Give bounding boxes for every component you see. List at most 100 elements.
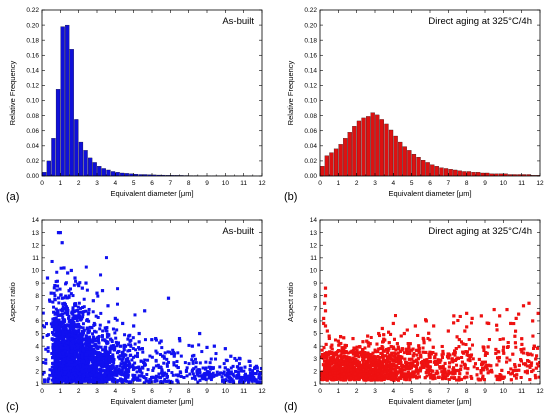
chart-d-point bbox=[369, 356, 373, 360]
chart-c-point bbox=[65, 296, 69, 300]
chart-d-point bbox=[392, 358, 396, 362]
chart-c-point bbox=[200, 374, 204, 378]
chart-c-point bbox=[200, 350, 204, 354]
chart-c-point bbox=[237, 367, 241, 371]
chart-d-point bbox=[506, 345, 510, 349]
chart-c-point bbox=[48, 368, 52, 372]
chart-c-point bbox=[96, 339, 100, 343]
chart-c-point bbox=[122, 361, 126, 365]
chart-c-point bbox=[86, 350, 90, 354]
chart-c-point bbox=[101, 363, 105, 367]
chart-d-point bbox=[372, 369, 376, 373]
chart-d-point bbox=[519, 375, 523, 379]
chart-b-y-tick-label: 0.18 bbox=[304, 37, 317, 44]
chart-c-point bbox=[56, 314, 60, 318]
chart-d-point bbox=[537, 375, 540, 379]
chart-a-x-tick-label: 1 bbox=[59, 180, 63, 187]
chart-c-point bbox=[58, 335, 62, 339]
chart-a-y-tick-label: 0.08 bbox=[26, 113, 39, 120]
chart-a-x-tick-label: 0 bbox=[40, 180, 44, 187]
chart-c-point bbox=[207, 365, 211, 369]
chart-c-point bbox=[50, 365, 54, 369]
chart-c-point bbox=[208, 367, 212, 371]
chart-c-point bbox=[53, 366, 57, 370]
chart-d-point bbox=[404, 361, 408, 365]
chart-c-point bbox=[160, 346, 164, 350]
chart-c-point bbox=[87, 338, 91, 342]
chart-c-point bbox=[176, 366, 180, 370]
chart-d-point bbox=[471, 357, 475, 361]
chart-c-point bbox=[90, 326, 94, 330]
chart-c-point bbox=[91, 332, 95, 336]
chart-c-point bbox=[99, 357, 103, 361]
chart-c-point bbox=[126, 368, 130, 372]
chart-c-point bbox=[133, 313, 137, 317]
chart-a-x-tick-label: 8 bbox=[187, 180, 191, 187]
chart-d-point bbox=[335, 368, 339, 372]
chart-d-point bbox=[463, 329, 467, 333]
chart-c-point bbox=[178, 370, 182, 374]
chart-c-point bbox=[76, 282, 80, 286]
chart-c-point bbox=[243, 374, 247, 378]
chart-d-point bbox=[428, 350, 432, 354]
chart-c-point bbox=[237, 373, 241, 377]
chart-a-x-tick-label: 5 bbox=[132, 180, 136, 187]
chart-c-point bbox=[167, 368, 171, 372]
chart-c-point bbox=[71, 294, 75, 298]
chart-c-point bbox=[72, 371, 76, 375]
chart-c-point bbox=[113, 345, 117, 349]
chart-c-point bbox=[111, 364, 115, 368]
chart-c-point bbox=[120, 379, 124, 383]
chart-c-point bbox=[72, 310, 76, 314]
chart-d-point bbox=[351, 367, 355, 371]
chart-c-point bbox=[123, 372, 127, 376]
chart-a-bar bbox=[101, 168, 106, 176]
chart-d-point bbox=[457, 378, 461, 382]
chart-c-point bbox=[83, 369, 87, 373]
chart-c-point bbox=[99, 360, 103, 364]
chart-c-point bbox=[52, 378, 56, 382]
chart-c-point bbox=[60, 241, 64, 245]
chart-d-point bbox=[380, 365, 384, 369]
chart-c-point bbox=[146, 358, 150, 362]
chart-c-point bbox=[68, 342, 72, 346]
chart-c-point bbox=[190, 358, 194, 362]
chart-c-point bbox=[58, 353, 62, 357]
chart-d-point bbox=[509, 378, 513, 382]
chart-a-y-tick-label: 0.06 bbox=[26, 128, 39, 135]
chart-c-point bbox=[81, 378, 85, 382]
chart-c-point bbox=[54, 342, 58, 346]
chart-c-point bbox=[87, 343, 91, 347]
chart-c-point bbox=[165, 357, 169, 361]
chart-c-point bbox=[59, 371, 63, 375]
chart-c-point bbox=[52, 310, 56, 314]
chart-d-point bbox=[324, 351, 328, 355]
chart-c-point bbox=[42, 361, 45, 365]
chart-c-point bbox=[101, 348, 105, 352]
chart-c-point bbox=[66, 309, 70, 313]
chart-c-point bbox=[137, 331, 141, 336]
chart-d-point bbox=[440, 370, 444, 374]
chart-c-point bbox=[175, 378, 179, 382]
chart-c-y-tick-label: 2 bbox=[35, 369, 39, 376]
chart-c-point bbox=[105, 356, 109, 360]
chart-a-bar bbox=[110, 171, 116, 176]
chart-c-point bbox=[71, 339, 75, 343]
chart-d-point bbox=[389, 332, 393, 336]
chart-d-point bbox=[371, 351, 375, 355]
chart-b-bar bbox=[453, 169, 458, 176]
chart-c-point bbox=[144, 377, 148, 381]
chart-d-point bbox=[534, 376, 538, 380]
chart-c-point bbox=[116, 287, 120, 291]
chart-c-point bbox=[106, 367, 110, 371]
chart-c-point bbox=[154, 376, 158, 380]
chart-c-point bbox=[195, 369, 199, 373]
chart-c-point bbox=[150, 355, 154, 359]
chart-c-point bbox=[79, 339, 83, 343]
chart-c-point bbox=[129, 353, 133, 357]
chart-d-point bbox=[432, 324, 436, 328]
chart-c-point bbox=[62, 375, 66, 379]
chart-d-point bbox=[335, 356, 339, 360]
chart-c-point bbox=[178, 339, 182, 343]
chart-d-point bbox=[422, 341, 426, 345]
